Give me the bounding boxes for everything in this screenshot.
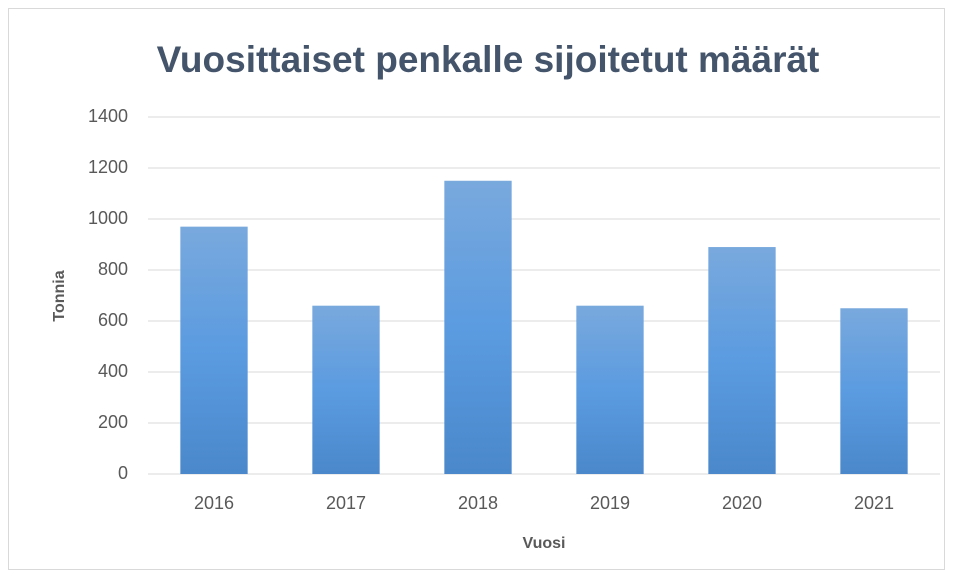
bar bbox=[180, 226, 248, 474]
y-tick-label: 1400 bbox=[88, 106, 128, 126]
x-tick-label: 2018 bbox=[458, 493, 498, 513]
x-tick-label: 2016 bbox=[194, 493, 234, 513]
bar bbox=[840, 308, 908, 474]
y-tick-label: 1200 bbox=[88, 157, 128, 177]
bar bbox=[444, 180, 512, 474]
x-tick-label: 2020 bbox=[722, 493, 762, 513]
bar bbox=[576, 305, 644, 474]
y-tick-label: 200 bbox=[98, 412, 128, 432]
y-axis-label: Tonnia bbox=[51, 270, 68, 321]
y-tick-label: 0 bbox=[118, 463, 128, 483]
x-tick-label: 2021 bbox=[854, 493, 894, 513]
y-tick-label: 600 bbox=[98, 310, 128, 330]
x-axis-label: Vuosi bbox=[523, 535, 566, 552]
bar bbox=[708, 247, 776, 474]
x-tick-label: 2019 bbox=[590, 493, 630, 513]
y-tick-label: 800 bbox=[98, 259, 128, 279]
y-tick-label: 400 bbox=[98, 361, 128, 381]
chart-title: Vuosittaiset penkalle sijoitetut määrät bbox=[157, 39, 820, 80]
x-tick-label: 2017 bbox=[326, 493, 366, 513]
y-tick-label: 1000 bbox=[88, 208, 128, 228]
bar bbox=[312, 305, 380, 474]
